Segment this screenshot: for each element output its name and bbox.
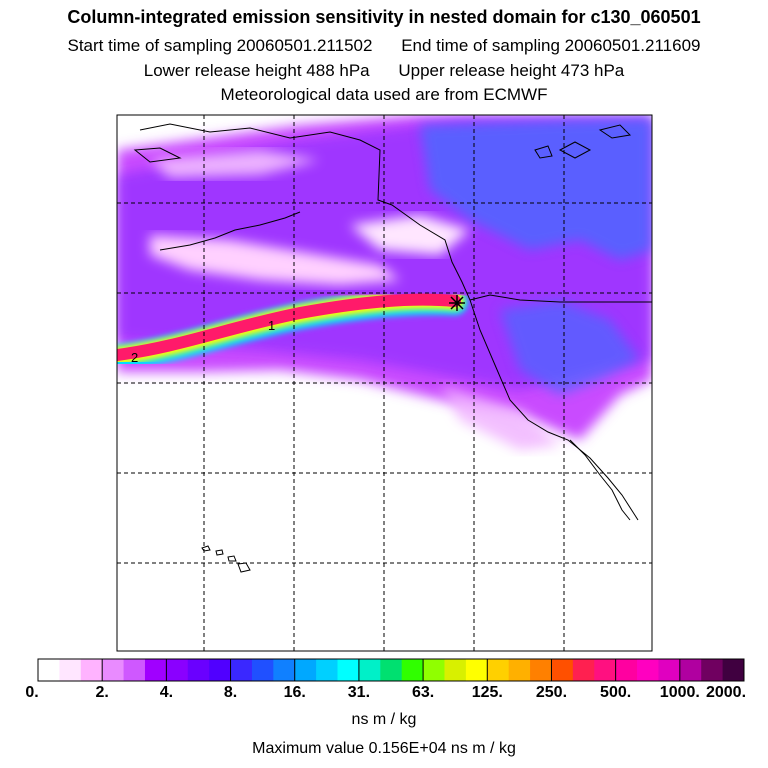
trajectory-label-1: 1 [268,318,275,333]
colorbar-swatch [316,659,339,681]
colorbar-swatch [337,659,360,681]
star-marker-icon [449,295,465,311]
colorbar-swatch [572,659,595,681]
colorbar-tick-label: 500. [600,684,632,701]
colorbar-swatch [722,659,745,681]
colorbar-swatch [123,659,146,681]
colorbar-tick-label: 63. [411,684,435,701]
colorbar-swatch [166,659,189,681]
colorbar-tick-label: 2. [95,684,109,701]
colorbar-tick-label: 125. [471,684,503,701]
colorbar-swatch [701,659,724,681]
colorbar-swatch [38,659,60,681]
colorbar-swatch [59,659,82,681]
lat-lon-grid [117,115,652,651]
map-panel [117,115,652,651]
colorbar-swatch [487,659,510,681]
start-sampling-text: Start time of sampling 20060501.211502 [67,36,373,55]
trajectory-plume [117,288,468,371]
map-frame [116,114,653,652]
colorbar-tick-label: 0. [25,684,39,701]
colorbar-swatch [637,659,659,681]
colorbar-swatch [530,659,552,681]
colorbar-swatch [187,659,210,681]
met-data-text: Meteorological data used are from ECMWF [220,85,548,104]
upper-release-text: Upper release height 473 hPa [398,61,625,80]
colorbar-swatch [679,659,702,681]
colorbar-swatch [144,659,167,681]
colorbar-swatch [658,659,681,681]
colorbar-swatch [465,659,488,681]
colorbar-tick-label: 4. [159,684,174,701]
colorbar-swatch [273,659,296,681]
colorbar-swatch [209,659,232,681]
colorbar-frame [37,658,745,682]
colorbar-swatch [615,659,638,681]
colorbar-swatch [230,659,253,681]
colorbar-tick-label: 31. [347,684,371,701]
colorbar-swatch [551,659,574,681]
colorbar-units: ns m / kg [351,711,417,728]
colorbar-tick-label: 250. [535,684,568,701]
colorbar-swatch [380,659,403,681]
colorbar-swatch [444,659,467,681]
plot-title: Column-integrated emission sensitivity i… [67,7,701,27]
colorbar-swatch [358,659,381,681]
colorbar-swatch [80,659,103,681]
maximum-value-text: Maximum value 0.156E+04 ns m / kg [252,740,516,757]
lower-release-text: Lower release height 488 hPa [143,61,370,80]
colorbar-tick-label: 16. [283,684,306,701]
end-sampling-text: End time of sampling 20060501.211609 [401,36,701,55]
colorbar [37,658,745,682]
colorbar-swatch [594,659,617,681]
colorbar-swatch [251,659,274,681]
coastlines [133,123,652,573]
colorbar-swatch [508,659,531,681]
colorbar-swatch [423,659,445,681]
colorbar-swatch [294,659,317,681]
colorbar-swatch [401,659,424,681]
colorbar-tick-labels: 0. 2. 4. 8. 16. 31. 63. 125. 250. 500. 1000. 2000. [0,684,768,708]
release-heights: Lower release height 488 hPa Upper relea… [0,61,768,81]
colorbar-tick-label: 2000. [705,684,747,701]
colorbar-tick-label: 1000. [659,684,700,701]
colorbar-tick-label: 8. [223,684,238,701]
sampling-times: Start time of sampling 20060501.211502 E… [0,36,768,56]
colorbar-swatch [102,659,125,681]
trajectory-label-2: 2 [131,350,138,365]
